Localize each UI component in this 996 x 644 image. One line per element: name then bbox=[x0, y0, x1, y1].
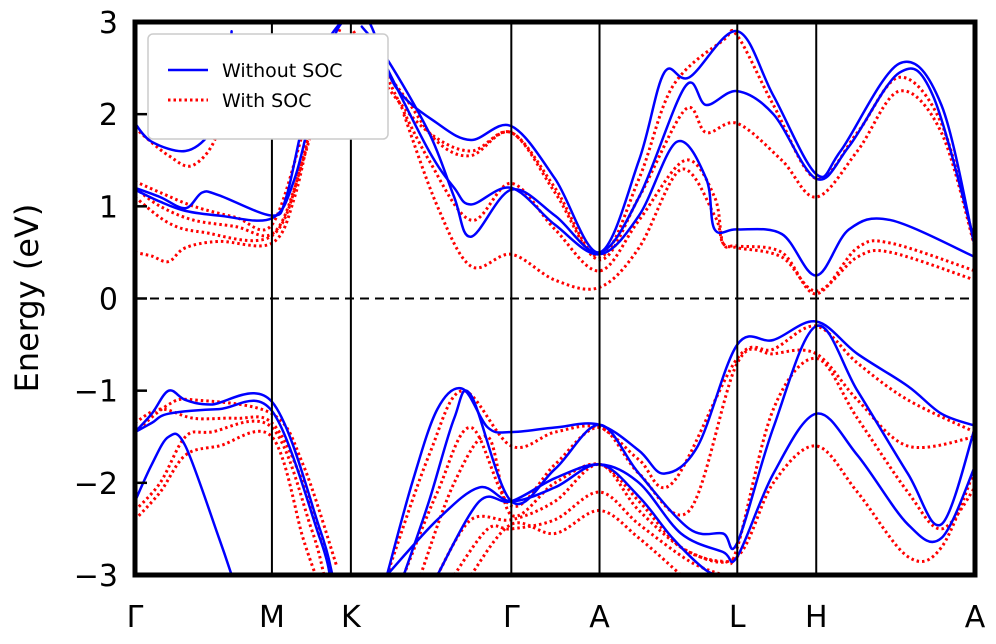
y-tick-label-6: −3 bbox=[74, 559, 118, 594]
x-tick-label-l-5: L bbox=[729, 600, 746, 635]
y-tick-label-3: 0 bbox=[99, 283, 118, 318]
band-with-soc-10 bbox=[135, 429, 318, 575]
y-tick-label-2: 1 bbox=[99, 190, 118, 225]
band-without-soc-5 bbox=[385, 66, 975, 277]
y-axis-ticks: 3 2 1 0 −1 −2 −3 bbox=[74, 6, 147, 594]
legend-label-without-soc: Without SOC bbox=[222, 60, 343, 82]
y-tick-label-0: 3 bbox=[99, 6, 118, 41]
x-tick-label-a-4: A bbox=[589, 600, 610, 635]
y-axis-title: Energy (eV) bbox=[8, 204, 46, 393]
band-with-soc-9 bbox=[135, 419, 326, 575]
band-without-soc-7 bbox=[135, 399, 332, 575]
band-with-soc-3 bbox=[135, 132, 305, 232]
legend-box bbox=[147, 33, 389, 140]
x-tick-label-a-7: A bbox=[965, 600, 986, 635]
x-tick-label-m-1: M bbox=[259, 600, 285, 635]
y-tick-label-1: 2 bbox=[99, 98, 118, 133]
band-with-soc-4 bbox=[135, 40, 229, 168]
legend: Without SOC With SOC bbox=[147, 33, 389, 140]
band-with-soc-6 bbox=[360, 39, 975, 262]
band-with-soc-15 bbox=[419, 356, 975, 575]
y-tick-label-4: −1 bbox=[74, 375, 118, 410]
y-tick-label-5: −2 bbox=[74, 467, 118, 502]
band-without-soc-8 bbox=[135, 432, 233, 575]
band-with-soc-17 bbox=[452, 490, 724, 575]
legend-label-with-soc: With SOC bbox=[222, 90, 311, 112]
x-tick-label-gamma-0: Γ bbox=[127, 600, 144, 635]
x-tick-label-k-2: K bbox=[341, 600, 362, 635]
band-without-soc-3 bbox=[335, 22, 975, 254]
band-without-soc-4 bbox=[360, 25, 975, 254]
band-with-soc-1 bbox=[135, 26, 343, 238]
band-without-soc-6 bbox=[135, 389, 334, 575]
band-with-soc-7 bbox=[385, 76, 975, 296]
x-tick-label-h-6: H bbox=[805, 600, 828, 635]
band-with-soc-2 bbox=[135, 67, 330, 243]
band-without-soc-9 bbox=[385, 320, 975, 575]
band-without-soc-12 bbox=[385, 463, 725, 575]
band-with-soc-16 bbox=[436, 444, 975, 575]
band-with-soc-18 bbox=[469, 508, 682, 575]
x-tick-label-gamma-3: Γ bbox=[503, 600, 520, 635]
band-with-soc-12 bbox=[135, 397, 339, 567]
band-with-soc-13 bbox=[385, 324, 975, 575]
band-without-soc-10 bbox=[402, 324, 975, 575]
band-with-soc-5 bbox=[352, 28, 975, 259]
band-without-soc-11 bbox=[436, 412, 975, 575]
